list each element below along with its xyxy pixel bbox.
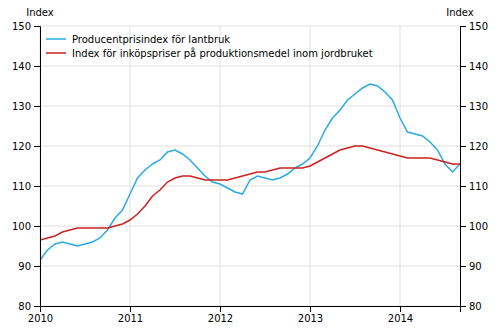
tick-label: 100	[469, 221, 488, 232]
tick-label: 2011	[118, 313, 143, 324]
tick: 90	[18, 261, 40, 272]
tick-mark	[34, 306, 40, 307]
tick: 120	[460, 141, 488, 152]
tick: 110	[460, 181, 488, 192]
tick-mark	[34, 266, 40, 267]
tick-mark	[34, 66, 40, 67]
grid-line	[40, 106, 460, 107]
axis-line	[41, 307, 461, 313]
grid-line	[220, 26, 221, 306]
tick-mark	[220, 306, 221, 312]
legend-label: Index för inköpspriser på produktionsmed…	[72, 47, 373, 59]
legend-item: Producentprisindex för lantbruk	[46, 34, 230, 45]
tick-mark	[34, 186, 40, 187]
series-line	[40, 84, 460, 260]
grid-line	[400, 26, 401, 306]
grid-line	[130, 26, 131, 306]
tick-mark	[460, 66, 466, 67]
tick-label: 130	[469, 101, 488, 112]
tick-mark	[34, 146, 40, 147]
tick: 150	[460, 21, 488, 32]
tick-label: 80	[18, 301, 31, 312]
tick-label: 90	[469, 261, 482, 272]
tick-label: 140	[469, 61, 488, 72]
axis-title: Index	[26, 7, 54, 18]
tick-label: 80	[469, 301, 482, 312]
tick-mark	[34, 226, 40, 227]
tick: 2014	[388, 306, 413, 324]
tick-mark	[460, 106, 466, 107]
chart: 2010 2011 2012 2013 2014 80 90 100 110 120 130 140 1…	[0, 0, 500, 330]
tick-label: 130	[12, 101, 31, 112]
series-line	[40, 146, 460, 240]
tick-mark	[460, 146, 466, 147]
tick-mark	[34, 106, 40, 107]
grid-line	[40, 226, 460, 227]
grid	[40, 26, 460, 306]
tick: 80	[460, 301, 482, 312]
tick-label: 100	[12, 221, 31, 232]
tick-label: 2010	[28, 313, 53, 324]
legend-item: Index för inköpspriser på produktionsmed…	[46, 47, 373, 59]
grid-line	[40, 66, 460, 67]
lines	[40, 84, 460, 260]
legend-label: Producentprisindex för lantbruk	[72, 34, 230, 45]
axis-line	[34, 27, 41, 307]
legend-swatch	[46, 38, 66, 40]
tick-mark	[460, 266, 466, 267]
tick-label: 120	[469, 141, 488, 152]
legend-swatch	[46, 52, 66, 54]
tick: 2011	[118, 306, 143, 324]
tick: 130	[460, 101, 488, 112]
tick: 150	[12, 21, 40, 32]
tick-mark	[400, 306, 401, 312]
axis-line	[461, 27, 467, 307]
grid-line	[40, 266, 460, 267]
tick-mark	[34, 26, 40, 27]
legend: Producentprisindex för lantbruk Index för…	[46, 34, 373, 59]
tick-label: 120	[12, 141, 31, 152]
tick-mark	[310, 306, 311, 312]
tick-label: 2014	[388, 313, 413, 324]
tick-label: 2012	[208, 313, 233, 324]
y-axis: 80 90 100 110 120 130 140 150	[12, 21, 41, 312]
tick-mark	[460, 186, 466, 187]
tick-label: 150	[469, 21, 488, 32]
tick-mark	[460, 226, 466, 227]
tick: 130	[12, 101, 40, 112]
tick: 2012	[208, 306, 233, 324]
tick: 100	[460, 221, 488, 232]
axis-title: Index	[446, 7, 474, 18]
grid-line	[40, 186, 460, 187]
tick: 110	[12, 181, 40, 192]
tick-label: 2013	[298, 313, 323, 324]
y2-axis: 80 90 100 110 120 130 140 150	[460, 21, 488, 312]
grid-line	[40, 26, 460, 27]
tick-label: 110	[469, 181, 488, 192]
tick: 2010	[28, 306, 53, 324]
tick-label: 140	[12, 61, 31, 72]
tick: 140	[12, 61, 40, 72]
tick-mark	[130, 306, 131, 312]
tick: 100	[12, 221, 40, 232]
tick: 80	[18, 301, 40, 312]
tick: 90	[460, 261, 482, 272]
tick-mark	[460, 306, 466, 307]
tick-mark	[460, 26, 466, 27]
x-axis: 2010 2011 2012 2013 2014	[28, 306, 461, 324]
tick: 2013	[298, 306, 323, 324]
grid-line	[40, 146, 460, 147]
plot: 2010 2011 2012 2013 2014 80 90 100 110 120 130 140 1…	[12, 7, 488, 324]
tick-label: 110	[12, 181, 31, 192]
tick-label: 90	[18, 261, 31, 272]
tick: 140	[460, 61, 488, 72]
tick-label: 150	[12, 21, 31, 32]
tick: 120	[12, 141, 40, 152]
